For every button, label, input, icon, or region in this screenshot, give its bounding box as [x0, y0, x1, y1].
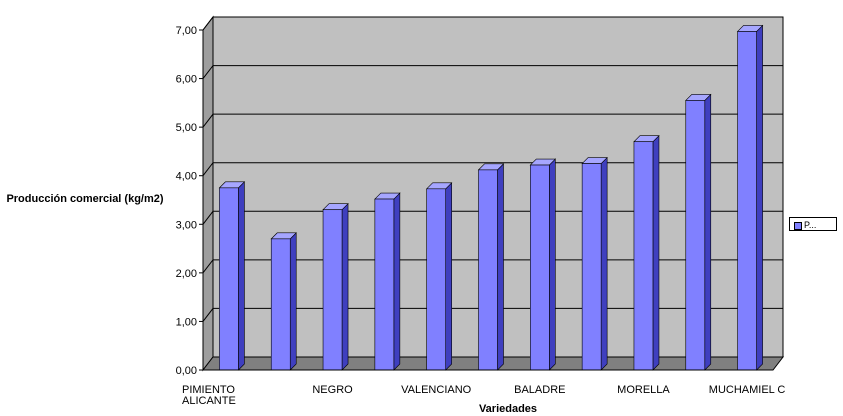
bar-side [238, 181, 245, 371]
legend-label: P... [804, 220, 817, 230]
legend-swatch [794, 221, 802, 230]
bar-side [497, 163, 504, 371]
bar [685, 100, 706, 371]
bar [581, 163, 602, 371]
x-tick-label: NEGRO [312, 384, 353, 396]
x-tick-label: VALENCIANO [401, 384, 472, 396]
y-tick-label: 0,00 [176, 365, 197, 377]
plot-side-wall [202, 15, 214, 372]
gridline [202, 65, 783, 79]
bar [322, 209, 343, 371]
bar-side [652, 134, 660, 371]
bar-side [445, 182, 452, 371]
bar [426, 188, 446, 371]
bar [478, 169, 498, 371]
y-tick-label: 7,00 [176, 25, 197, 37]
y-axis-title: Producción comercial (kg/m2) [6, 193, 164, 205]
bar [219, 187, 239, 371]
bar [374, 198, 395, 371]
bar [270, 238, 291, 371]
bar-side [549, 158, 556, 371]
x-axis-title: Variedades [479, 403, 537, 415]
y-tick-label: 1,00 [176, 316, 197, 328]
y-tick-label: 3,00 [176, 219, 197, 231]
bar [633, 141, 654, 371]
x-tick-label: MUCHAMIEL C [709, 384, 786, 396]
bar [737, 31, 757, 371]
x-tick-label-line2: ALICANTE [182, 395, 236, 407]
x-tick-label: BALADRE [514, 384, 565, 396]
bar-side [704, 93, 712, 371]
bar-side [756, 24, 763, 371]
x-tick-label: MORELLA [617, 384, 670, 396]
y-tick-label: 6,00 [176, 74, 197, 86]
bar-side [393, 192, 401, 371]
legend: P... [789, 217, 837, 231]
gridline [202, 16, 783, 31]
bar [530, 164, 550, 371]
x-tick-label: PIMIENTO [182, 384, 235, 396]
bar-side [289, 232, 297, 371]
y-tick-label: 5,00 [176, 122, 197, 134]
gridline [202, 113, 783, 128]
y-tick-label: 4,00 [176, 171, 197, 183]
bar-side [341, 202, 349, 371]
y-tick-label: 2,00 [176, 268, 197, 280]
bar-side [600, 156, 608, 371]
